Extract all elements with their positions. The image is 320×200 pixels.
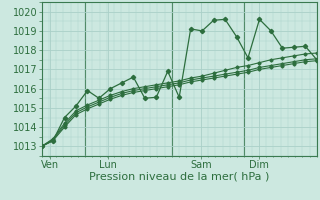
X-axis label: Pression niveau de la mer( hPa ): Pression niveau de la mer( hPa ) xyxy=(89,172,269,182)
